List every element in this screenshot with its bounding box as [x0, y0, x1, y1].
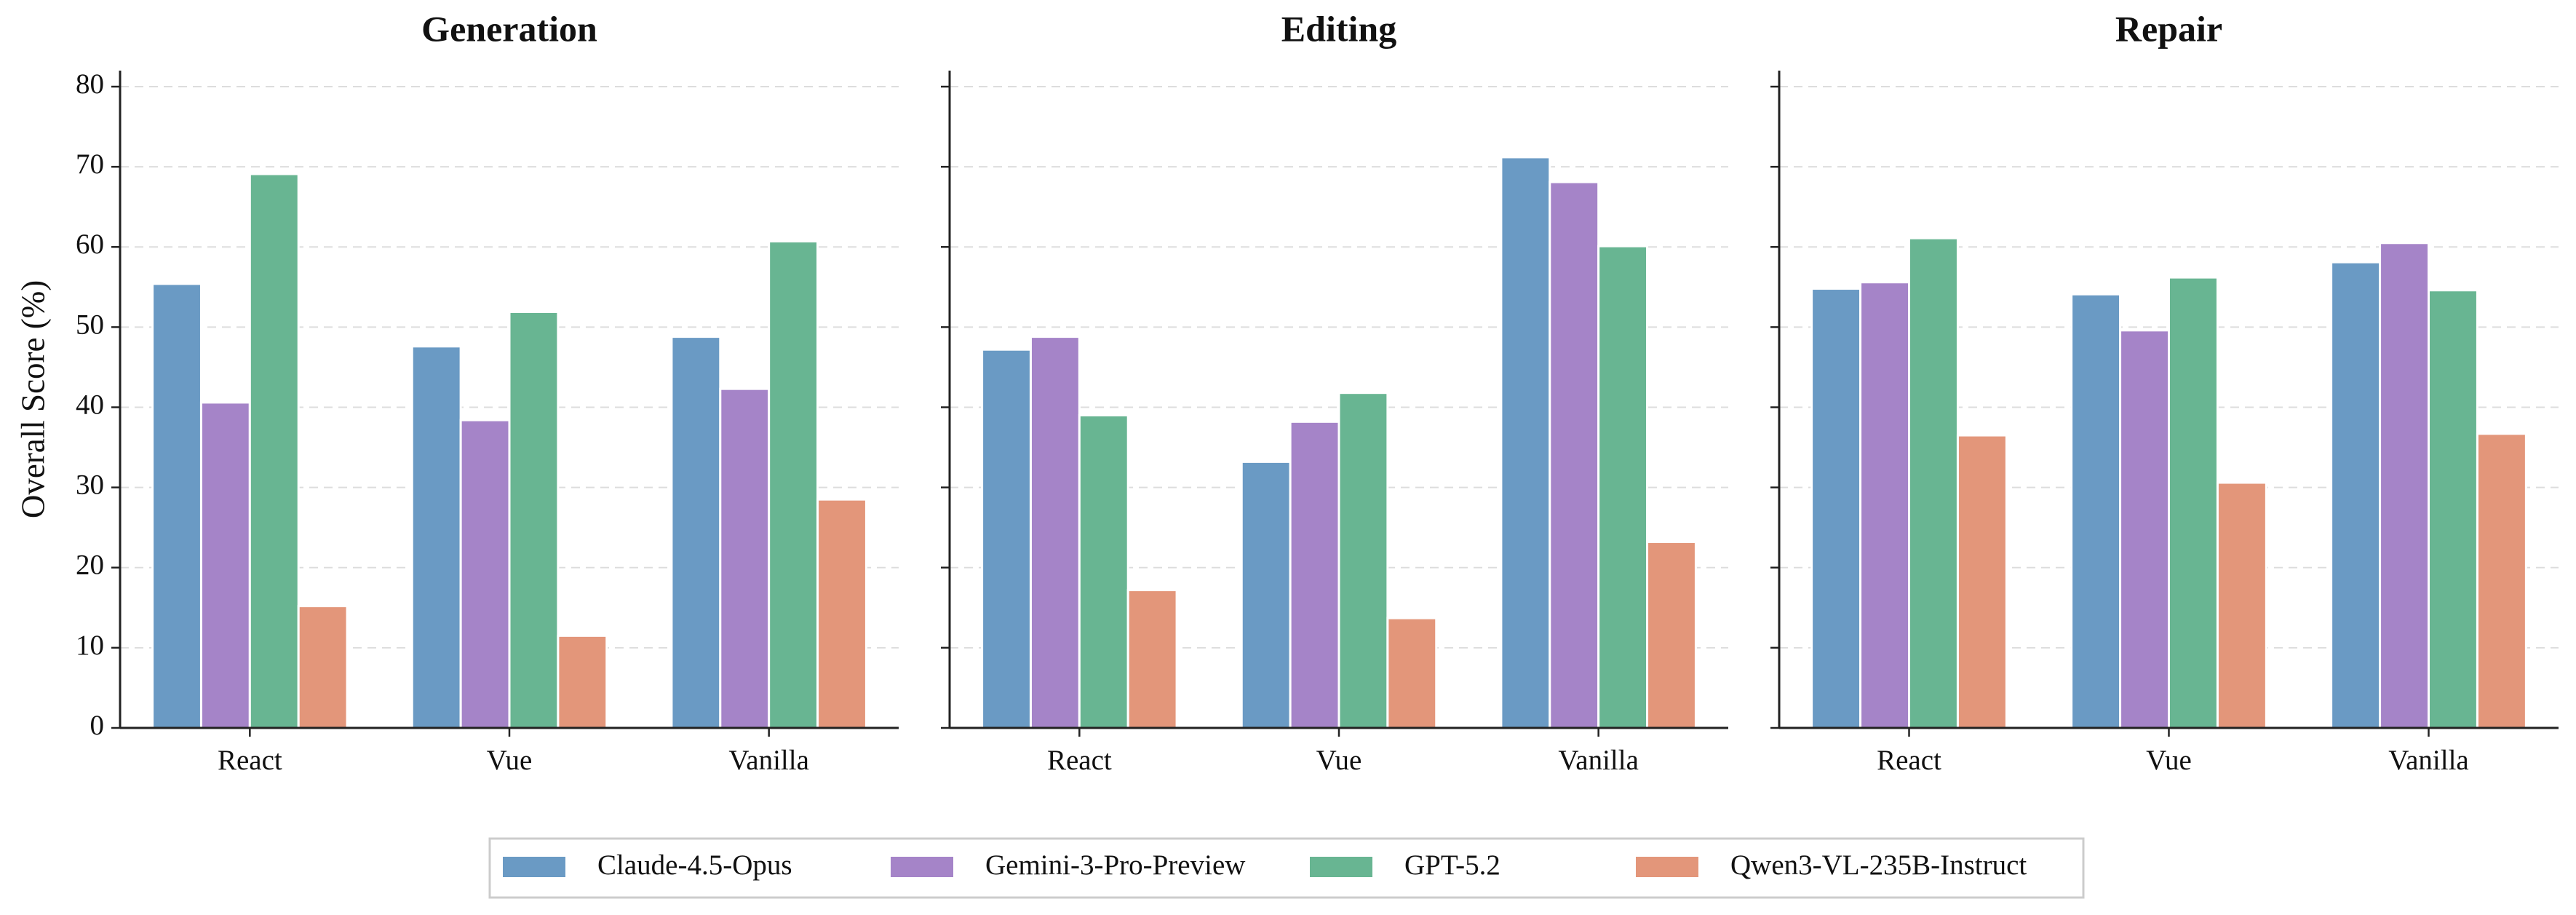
x-tick-label: Vue	[487, 745, 533, 776]
panel-title: Repair	[2115, 8, 2222, 49]
bar	[1859, 281, 1910, 729]
bar	[557, 634, 608, 729]
bar	[199, 401, 251, 729]
bar	[2216, 481, 2267, 729]
x-tick-label: React	[1877, 745, 1941, 776]
bar	[459, 419, 511, 729]
y-tick-label: 80	[76, 68, 104, 100]
bar	[2070, 293, 2122, 729]
bar	[2379, 242, 2430, 729]
bar	[1597, 245, 1649, 729]
y-tick-label: 30	[76, 470, 104, 501]
y-axis-label: Overall Score (%)	[15, 280, 51, 518]
x-tick-label: Vue	[2146, 745, 2192, 776]
legend-swatch	[1310, 857, 1372, 877]
bar	[719, 387, 771, 729]
x-tick-label: Vanilla	[1558, 745, 1638, 776]
bar	[1646, 541, 1697, 729]
bar	[1078, 414, 1129, 729]
legend-swatch	[503, 857, 565, 877]
bar	[1337, 392, 1389, 729]
legend-label: Claude-4.5-Opus	[597, 849, 792, 881]
x-tick-label: React	[218, 745, 282, 776]
legend-label: GPT-5.2	[1404, 849, 1500, 881]
bar	[2476, 432, 2527, 729]
x-tick-label: Vanilla	[2388, 745, 2468, 776]
legend-label: Gemini-3-Pro-Preview	[985, 849, 1245, 881]
bar	[1126, 589, 1178, 729]
bar	[410, 345, 462, 729]
y-tick-label: 60	[76, 229, 104, 260]
y-tick-label: 50	[76, 309, 104, 340]
y-tick-label: 20	[76, 550, 104, 581]
bar	[670, 336, 722, 729]
bar	[248, 173, 300, 729]
legend-label: Qwen3-VL-235B-Instruct	[1730, 849, 2027, 881]
y-tick-label: 70	[76, 148, 104, 180]
x-tick-label: Vanilla	[728, 745, 808, 776]
bar	[297, 605, 349, 729]
bar	[981, 348, 1032, 729]
bar	[508, 310, 560, 729]
x-tick-label: React	[1047, 745, 1112, 776]
x-tick-label: Vue	[1316, 745, 1362, 776]
panel-title: Generation	[421, 8, 597, 49]
bar	[1240, 460, 1292, 729]
legend-swatch	[891, 857, 953, 877]
y-tick-label: 0	[90, 710, 105, 741]
bar	[2168, 276, 2219, 729]
bar	[2428, 289, 2478, 729]
bar	[1956, 434, 2008, 729]
y-tick-label: 10	[76, 630, 104, 661]
bar	[1289, 420, 1340, 729]
bar	[151, 282, 202, 729]
bar	[1500, 156, 1551, 729]
y-tick-label: 40	[76, 389, 104, 420]
bar	[816, 498, 867, 729]
bar	[2330, 261, 2382, 729]
panel-title: Editing	[1281, 8, 1396, 49]
legend-swatch	[1636, 857, 1698, 877]
bar	[2119, 329, 2170, 729]
bar	[1386, 617, 1438, 729]
bar	[768, 240, 819, 729]
legend-box	[488, 837, 2085, 899]
bar	[1908, 237, 1959, 729]
bar	[1549, 181, 1600, 729]
bar	[1029, 336, 1081, 729]
bar	[1810, 288, 1862, 729]
